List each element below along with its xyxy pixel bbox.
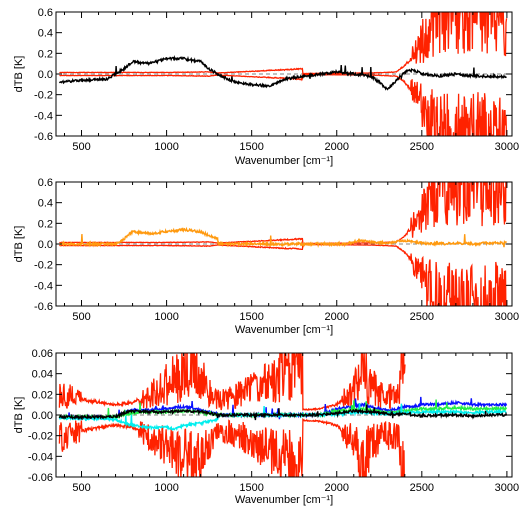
series-1-upper-envelope (59, 12, 508, 75)
series-1-lower-envelope (58, 417, 405, 477)
y-tick-label: 0.0 (38, 69, 53, 81)
x-tick-label: 2500 (410, 311, 434, 323)
y-axis-label: dTB [K] (13, 226, 25, 263)
y-tick-label: 0.0 (38, 239, 53, 251)
series-1-upper-envelope (58, 353, 406, 412)
chart-panel-1: 500 1000 1500 2000 2500 3000 -0.6 -0.4 -0.2 0.0 0.… (13, 7, 519, 167)
series-1-lower-envelope (59, 243, 507, 306)
x-axis-label: Wavenumber [cm⁻¹] (235, 494, 333, 506)
x-tick-label: 2500 (410, 482, 434, 494)
y-tick-label: -0.4 (34, 110, 53, 122)
x-tick-label: 1000 (154, 141, 178, 153)
series-2-line (59, 226, 508, 248)
y-tick-label: -0.04 (28, 451, 53, 463)
y-tick-label: 0.06 (32, 348, 53, 360)
y-tick-label: 0.4 (38, 198, 53, 210)
plot-area-1 (56, 12, 512, 136)
y-tick-label: 0.6 (38, 7, 53, 19)
series-2-line (58, 54, 507, 91)
x-tick-label: 1000 (154, 482, 178, 494)
y-axis-label: dTB [K] (13, 56, 25, 93)
x-axis-label: Wavenumber [cm⁻¹] (235, 324, 333, 336)
y-axis-label: dTB [K] (13, 397, 25, 434)
series-1-upper-envelope (59, 182, 508, 245)
x-tick-label: 500 (72, 311, 90, 323)
x-tick-label: 1500 (239, 311, 263, 323)
y-tick-label: -0.6 (34, 301, 53, 313)
plot-area-2 (56, 182, 512, 306)
series-1-lower-envelope (59, 73, 508, 136)
x-tick-label: 500 (72, 141, 90, 153)
y-tick-label: -0.6 (34, 131, 53, 143)
y-tick-label: -0.2 (34, 90, 53, 102)
chart-panel-2: 500 1000 1500 2000 2500 3000 -0.6 -0.4 -0.2 0.0 0.… (13, 177, 519, 336)
y-tick-label: 0.2 (38, 48, 53, 60)
y-tick-label: 0.4 (38, 28, 53, 40)
x-tick-label: 2000 (325, 482, 349, 494)
y-tick-label: -0.2 (34, 260, 53, 272)
x-tick-label: 3000 (495, 482, 519, 494)
y-tick-label: 0.02 (32, 389, 53, 401)
plot-area-3 (56, 353, 512, 477)
y-tick-label: 0.6 (38, 177, 53, 189)
x-tick-label: 1000 (154, 311, 178, 323)
x-tick-label: 1500 (239, 482, 263, 494)
y-tick-label: 0.00 (32, 410, 53, 422)
x-tick-label: 3000 (495, 311, 519, 323)
chart-panel-3: 500 1000 1500 2000 2500 3000 -0.06 -0.04 -0.02 0.… (13, 348, 519, 506)
y-tick-label: 0.04 (32, 369, 53, 381)
y-tick-label: -0.4 (34, 280, 53, 292)
series-5-line (58, 404, 508, 421)
series-4-line (58, 402, 507, 431)
x-axis-label: Wavenumber [cm⁻¹] (235, 155, 333, 167)
y-tick-label: -0.02 (28, 431, 53, 443)
x-tick-label: 2500 (410, 141, 434, 153)
x-tick-label: 3000 (495, 141, 519, 153)
x-tick-label: 500 (72, 482, 90, 494)
x-tick-label: 1500 (239, 141, 263, 153)
x-tick-label: 2000 (325, 311, 349, 323)
x-tick-label: 2000 (325, 141, 349, 153)
y-tick-label: 0.2 (38, 218, 53, 230)
y-tick-label: -0.06 (28, 472, 53, 484)
